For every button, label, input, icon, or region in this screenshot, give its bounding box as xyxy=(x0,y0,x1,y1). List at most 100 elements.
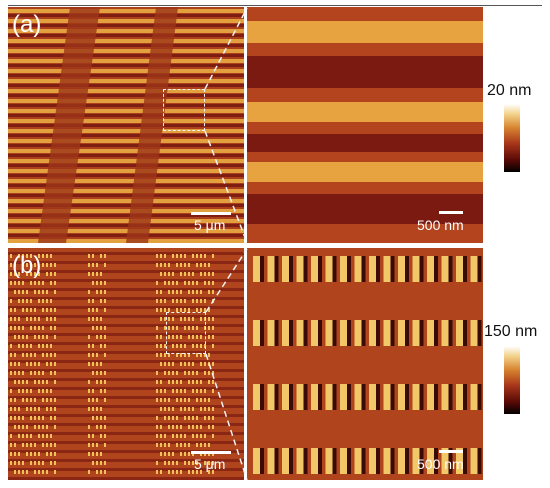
pillar-dot xyxy=(26,353,28,357)
pillar-dot xyxy=(164,398,166,402)
pillar-dot xyxy=(208,281,210,285)
pillar-dot xyxy=(38,470,40,474)
pillar-dot xyxy=(204,272,206,276)
pillar-dot xyxy=(42,461,44,465)
pillar-dot xyxy=(184,389,186,393)
pillar-dot xyxy=(100,461,102,465)
pillar-shadow xyxy=(390,320,395,346)
pillar-dot xyxy=(54,425,56,429)
pillar-dot xyxy=(96,425,98,429)
pillar-dot xyxy=(204,452,206,456)
pillar-dot xyxy=(10,407,12,411)
pillar-dot xyxy=(100,290,102,294)
pillar-dot xyxy=(204,389,206,393)
band-dark xyxy=(8,333,244,336)
pillar-dot xyxy=(100,389,102,393)
pillar-dot xyxy=(22,281,24,285)
pillar-dot xyxy=(184,281,186,285)
pillar-dot xyxy=(184,362,186,366)
pillar-dot xyxy=(192,416,194,420)
band-dark xyxy=(8,468,244,471)
pillar-dot xyxy=(204,371,206,375)
pillar-dot xyxy=(92,434,94,438)
pillar-dot xyxy=(18,371,20,375)
pillar-dot xyxy=(30,299,32,303)
pillar-dot xyxy=(22,299,24,303)
pillar-dot xyxy=(46,398,48,402)
pillar-dot xyxy=(100,326,102,330)
pillar-shadow xyxy=(303,320,308,346)
pillar-shadow xyxy=(434,320,438,346)
pillar-dot xyxy=(42,434,44,438)
pillar-dot xyxy=(14,308,16,312)
pillar-dot xyxy=(156,398,158,402)
pillar-dot xyxy=(184,416,186,420)
pillar-dot xyxy=(184,317,186,321)
pillar xyxy=(369,448,376,474)
pillar-dot xyxy=(22,380,24,384)
pillar-dot xyxy=(160,272,162,276)
pillar-dot xyxy=(54,353,56,357)
pillar-dot xyxy=(88,380,90,384)
pillar-dot xyxy=(164,362,166,366)
pillar-shadow xyxy=(448,448,453,474)
pillar-dot xyxy=(26,380,28,384)
pillar-dot xyxy=(50,308,52,312)
pillar-shadow xyxy=(448,384,453,410)
pillar-dot xyxy=(100,299,102,303)
pillar-dot xyxy=(46,407,48,411)
pillar xyxy=(456,448,463,474)
pillar-dot xyxy=(26,362,28,366)
pillar-dot xyxy=(192,407,194,411)
pillar-dot xyxy=(96,443,98,447)
pillar-dot xyxy=(156,434,158,438)
pillar-dot xyxy=(42,254,44,258)
pillar-dot xyxy=(188,461,190,465)
pillar-dot xyxy=(160,299,162,303)
pillar-dot xyxy=(54,308,56,312)
pillar-dot xyxy=(26,335,28,339)
pillar-dot xyxy=(172,281,174,285)
pillar-dot xyxy=(38,254,40,258)
band-dark xyxy=(8,432,244,435)
pillar xyxy=(427,384,434,410)
pillar-dot xyxy=(184,371,186,375)
pillar-dot xyxy=(22,470,24,474)
pillar-shadow xyxy=(463,256,467,282)
pillar-dot xyxy=(168,425,170,429)
band-dark xyxy=(8,342,244,345)
stripe-dark xyxy=(8,54,244,57)
pillar-dot xyxy=(184,452,186,456)
pillar xyxy=(267,256,275,282)
pillar-dot xyxy=(92,308,94,312)
pillar-shadow xyxy=(260,448,264,474)
pillar-dot xyxy=(26,308,28,312)
pillar-dot xyxy=(172,452,174,456)
pillar-dot xyxy=(164,317,166,321)
pillar-dot xyxy=(26,299,28,303)
pillar-dot xyxy=(208,443,210,447)
pillar xyxy=(398,384,405,410)
stripe-dark xyxy=(8,184,244,187)
pillar-shadow xyxy=(405,256,409,282)
afm-image-b-zoom: 500 nm xyxy=(247,248,483,480)
pillar-dot xyxy=(88,263,90,267)
pillar-dot xyxy=(10,344,12,348)
band-dark xyxy=(8,387,244,390)
pillar-dot xyxy=(96,290,98,294)
pillar-dot xyxy=(204,299,206,303)
pillar-dot xyxy=(18,290,20,294)
pillar-dot xyxy=(180,434,182,438)
pillar xyxy=(412,384,420,410)
pillar-dot xyxy=(18,407,20,411)
pillar-dot xyxy=(160,443,162,447)
pillar-dot xyxy=(176,263,178,267)
pillar-dot xyxy=(92,371,94,375)
stripe-bright xyxy=(8,149,244,153)
pillar-dot xyxy=(160,389,162,393)
pillar-dot xyxy=(10,416,12,420)
scale-bar-a-left xyxy=(191,212,231,215)
pillar-shadow xyxy=(347,320,351,346)
pillar-dot xyxy=(92,254,94,258)
pillar-dot xyxy=(22,263,24,267)
